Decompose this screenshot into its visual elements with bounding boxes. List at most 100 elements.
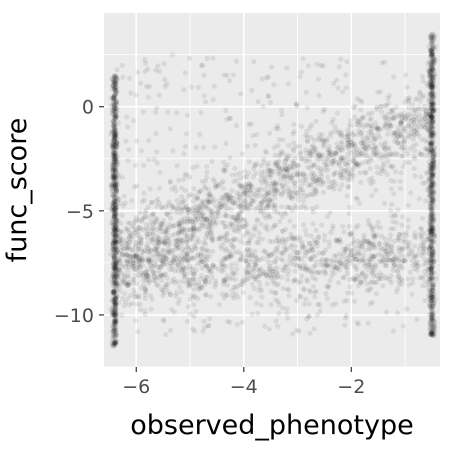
data-point [195,84,201,90]
data-point [430,179,436,185]
data-point [110,273,116,279]
data-point [113,305,119,311]
data-point [433,57,439,63]
data-point [430,327,436,333]
data-point [427,112,433,118]
data-point [317,302,323,308]
data-point [111,199,117,205]
data-point [428,82,434,88]
data-point [303,89,309,95]
data-point [430,238,436,244]
data-point [429,200,435,206]
data-point [324,296,330,302]
data-point [110,110,117,117]
data-point [431,67,437,73]
data-point [111,112,117,118]
data-point [291,140,297,146]
data-point [155,63,161,69]
data-point [161,272,167,278]
data-point [311,148,317,154]
data-point [137,209,143,216]
data-point [112,318,118,324]
data-point [429,56,435,62]
data-point [390,328,396,334]
data-point [112,159,118,165]
data-point [114,155,120,161]
data-point [111,289,117,295]
data-point [111,262,117,268]
data-point [113,206,119,212]
data-point [109,166,115,172]
data-point [113,187,120,193]
data-point [315,233,322,240]
data-point [432,323,438,329]
data-point [369,192,375,199]
data-point [110,162,116,168]
data-point [112,157,119,163]
data-point [428,331,434,337]
data-point [185,209,191,215]
data-point [110,310,116,316]
data-point [114,282,120,288]
data-point [111,94,117,100]
data-point [428,98,434,104]
data-point [365,123,371,129]
data-point [427,300,433,306]
data-point [204,169,210,175]
data-point [172,237,178,244]
data-point [124,114,130,120]
data-point [414,127,420,133]
data-point [112,132,118,138]
data-point [426,71,433,77]
data-point [112,191,118,197]
data-point [223,141,229,147]
data-point [328,262,334,268]
data-point [112,132,118,139]
data-point [334,77,340,83]
data-point [254,216,260,222]
data-point [201,93,207,99]
data-point [146,246,152,252]
data-point [113,272,119,278]
data-point [349,141,355,147]
data-point [112,261,118,267]
data-point [368,181,374,187]
data-point [114,195,120,201]
data-point [112,199,118,205]
data-point [232,271,238,277]
data-point [242,174,248,180]
data-point [306,314,312,320]
data-point [112,301,118,307]
data-point [112,169,119,176]
data-point [223,276,229,283]
data-point [198,109,204,116]
data-point [113,99,120,105]
data-point [113,184,119,190]
data-point [307,240,313,246]
data-point [110,83,116,89]
data-point [270,250,276,256]
data-point [114,101,120,107]
data-point [423,198,429,204]
data-point [395,286,401,292]
data-point [110,242,116,248]
data-point [424,284,430,290]
data-point [428,182,434,189]
data-point [112,319,118,325]
data-point [165,109,171,115]
data-point [335,85,341,91]
data-point [112,80,118,86]
data-point [429,48,435,54]
data-point [429,193,435,199]
data-point [265,227,271,233]
data-point [144,231,150,237]
data-point [138,80,144,86]
data-point [113,264,119,270]
data-point [385,111,391,117]
data-point [113,106,119,112]
data-point [113,284,119,290]
data-point [112,138,118,144]
data-point [428,322,434,328]
data-point [299,239,305,246]
data-point [425,250,432,256]
